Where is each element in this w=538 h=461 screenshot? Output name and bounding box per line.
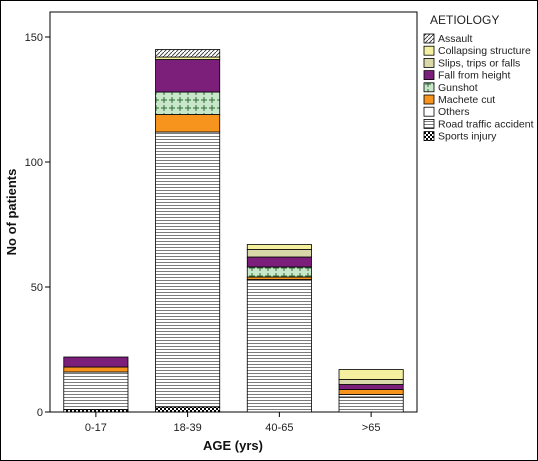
bar-segment-fall-from-height-65 — [338, 384, 404, 390]
bar-segment-machete-cut-0-17 — [63, 366, 129, 373]
plot-area — [49, 11, 418, 413]
bar-segment-assault-18-39 — [155, 49, 221, 58]
bar-segment-road-traffic-accident-65 — [338, 396, 404, 413]
bar-segment-road-traffic-accident-18-39 — [155, 131, 221, 408]
bar-segment-collapsing-structure-65 — [338, 369, 404, 380]
legend-label-road-traffic-accident: Road traffic accident — [438, 118, 534, 130]
legend-label-slips-trips-or-falls: Slips, trips or falls — [438, 57, 520, 69]
y-tick-label: 50 — [31, 282, 43, 294]
legend-swatch-fall-from-height — [423, 70, 435, 80]
legend-swatch-slips-trips-or-falls — [423, 58, 435, 68]
legend-swatch-gunshot — [423, 82, 435, 93]
bar-segment-collapsing-structure-40-65 — [246, 244, 312, 250]
x-tick-label: 40-65 — [265, 422, 293, 434]
legend-label-gunshot: Gunshot — [438, 82, 478, 94]
bar-segment-sports-injury-18-39 — [155, 406, 221, 413]
y-tick-label: 150 — [25, 32, 43, 44]
x-tick-label: 0-17 — [85, 422, 107, 434]
bar-segment-fall-from-height-40-65 — [246, 256, 312, 268]
y-tick-label: 0 — [37, 407, 43, 419]
legend-label-machete-cut: Machete cut — [438, 94, 495, 106]
legend-swatch-sports-injury — [423, 131, 435, 142]
legend-swatch-collapsing-structure — [423, 45, 435, 56]
y-axis-title: No of patients — [4, 169, 19, 256]
bar-segment-machete-cut-65 — [338, 389, 404, 395]
y-tick-label: 100 — [25, 157, 43, 169]
bar-segment-machete-cut-18-39 — [155, 114, 221, 133]
bar-segment-fall-from-height-18-39 — [155, 59, 221, 93]
bar-segment-gunshot-40-65 — [246, 266, 312, 278]
legend-title: AETIOLOGY — [430, 13, 499, 27]
legend-label-assault: Assault — [438, 33, 473, 45]
bar-segment-fall-from-height-0-17 — [63, 356, 129, 368]
legend-swatch-assault — [423, 33, 435, 44]
legend-label-others: Others — [438, 106, 470, 118]
bar-segment-slips-trips-or-falls-65 — [338, 379, 404, 385]
x-tick-label: 18-39 — [174, 422, 202, 434]
bar-segment-gunshot-18-39 — [155, 91, 221, 115]
bar-segment-slips-trips-or-falls-40-65 — [246, 249, 312, 258]
bar-segment-road-traffic-accident-40-65 — [246, 279, 312, 413]
legend-label-collapsing-structure: Collapsing structure — [438, 45, 531, 57]
x-tick-label: >65 — [362, 422, 381, 434]
legend-swatch-others — [423, 106, 435, 117]
legend-label-sports-injury: Sports injury — [438, 131, 497, 143]
legend-swatch-machete-cut — [423, 94, 435, 105]
bar-segment-road-traffic-accident-0-17 — [63, 371, 129, 410]
x-axis-title: AGE (yrs) — [203, 438, 263, 453]
legend-label-fall-from-height: Fall from height — [438, 70, 510, 82]
legend-swatch-road-traffic-accident — [423, 119, 435, 129]
